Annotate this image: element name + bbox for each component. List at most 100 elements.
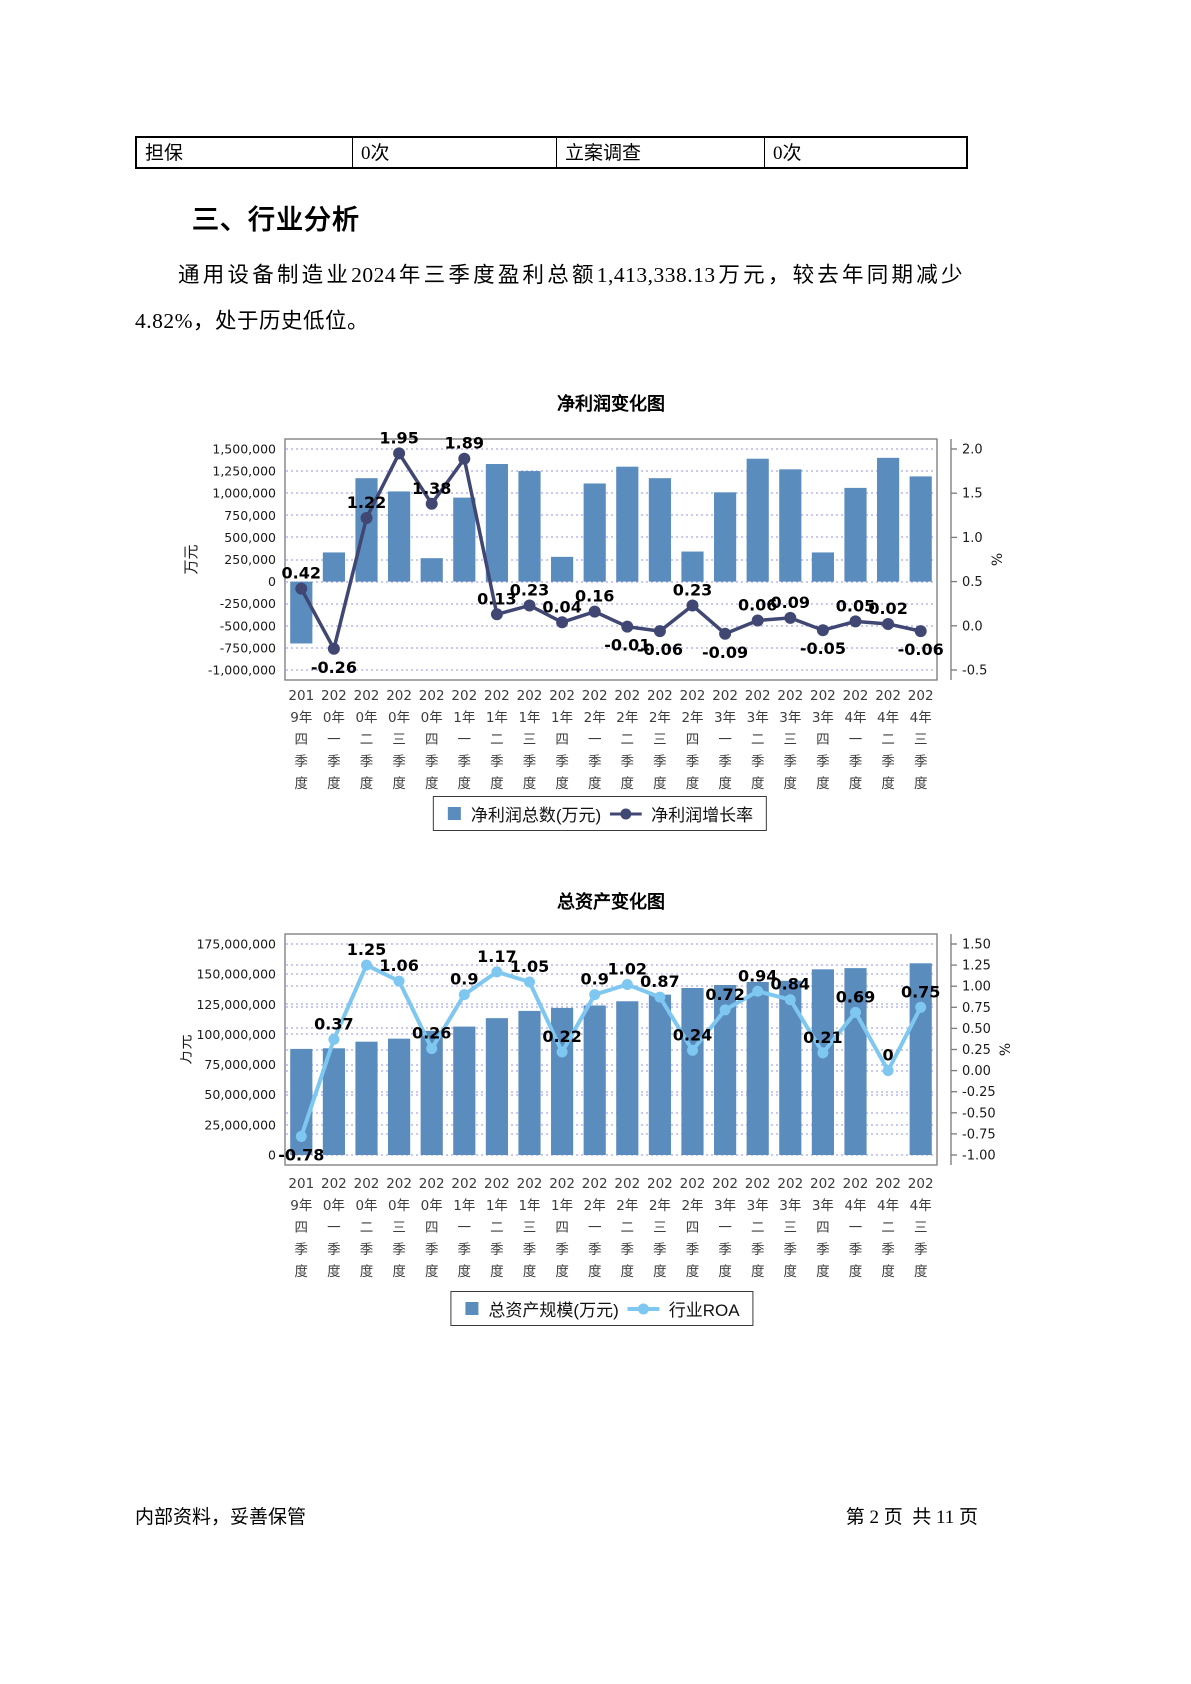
svg-text:3年: 3年 xyxy=(812,1198,834,1214)
svg-text:1年: 1年 xyxy=(453,1198,475,1214)
svg-text:4年: 4年 xyxy=(877,710,899,726)
svg-text:四: 四 xyxy=(555,732,569,748)
svg-text:1.95: 1.95 xyxy=(379,428,418,447)
total-assets-chart-legend: 总资产规模(万元) 行业ROA xyxy=(450,1291,754,1326)
svg-text:0.04: 0.04 xyxy=(542,597,581,616)
svg-text:三: 三 xyxy=(914,1220,928,1236)
svg-text:季: 季 xyxy=(327,1242,341,1258)
svg-text:0.16: 0.16 xyxy=(575,587,614,606)
svg-text:二: 二 xyxy=(490,732,504,748)
svg-text:0.00: 0.00 xyxy=(962,1064,991,1079)
svg-text:3年: 3年 xyxy=(747,1198,769,1214)
svg-text:202: 202 xyxy=(680,1176,706,1192)
svg-text:0.13: 0.13 xyxy=(477,589,516,608)
svg-text:三: 三 xyxy=(784,732,798,748)
body-paragraph: 通用设备制造业2024年三季度盈利总额1,413,338.13万元，较去年同期减… xyxy=(135,263,963,333)
svg-text:四: 四 xyxy=(816,1220,830,1236)
svg-text:度: 度 xyxy=(621,776,635,792)
svg-text:度: 度 xyxy=(653,1264,667,1280)
svg-text:1年: 1年 xyxy=(453,710,475,726)
svg-text:%: % xyxy=(998,1043,1014,1056)
svg-text:0.26: 0.26 xyxy=(412,1024,451,1043)
svg-text:0: 0 xyxy=(883,1046,894,1065)
svg-text:3年: 3年 xyxy=(747,710,769,726)
svg-text:一: 一 xyxy=(327,1220,341,1236)
svg-text:9年: 9年 xyxy=(290,1198,312,1214)
svg-text:150,000,000: 150,000,000 xyxy=(196,967,276,982)
svg-text:202: 202 xyxy=(419,1176,445,1192)
svg-text:一: 一 xyxy=(458,732,472,748)
svg-text:季: 季 xyxy=(588,1242,602,1258)
svg-text:1年: 1年 xyxy=(551,1198,573,1214)
svg-text:度: 度 xyxy=(392,1264,406,1280)
svg-text:202: 202 xyxy=(712,1176,738,1192)
svg-text:3年: 3年 xyxy=(714,710,736,726)
svg-text:4年: 4年 xyxy=(910,1198,932,1214)
svg-text:四: 四 xyxy=(295,1220,309,1236)
svg-text:三: 三 xyxy=(523,1220,537,1236)
svg-text:202: 202 xyxy=(908,1176,934,1192)
svg-text:201: 201 xyxy=(288,1176,314,1192)
svg-text:1年: 1年 xyxy=(518,710,540,726)
svg-text:度: 度 xyxy=(718,1264,732,1280)
svg-text:季: 季 xyxy=(653,754,667,770)
svg-text:二: 二 xyxy=(360,732,374,748)
svg-text:度: 度 xyxy=(686,1264,700,1280)
svg-text:度: 度 xyxy=(686,776,700,792)
svg-text:季: 季 xyxy=(295,1242,309,1258)
svg-text:0.02: 0.02 xyxy=(868,599,907,618)
svg-text:季: 季 xyxy=(555,1242,569,1258)
svg-text:度: 度 xyxy=(751,776,765,792)
svg-text:季: 季 xyxy=(458,754,472,770)
svg-text:1.05: 1.05 xyxy=(510,957,549,976)
svg-text:202: 202 xyxy=(354,1176,380,1192)
svg-text:1年: 1年 xyxy=(518,1198,540,1214)
svg-text:0.75: 0.75 xyxy=(962,1001,991,1016)
svg-text:度: 度 xyxy=(914,1264,928,1280)
svg-text:0.94: 0.94 xyxy=(738,966,777,985)
svg-text:度: 度 xyxy=(914,776,928,792)
svg-text:季: 季 xyxy=(621,1242,635,1258)
svg-text:度: 度 xyxy=(360,776,374,792)
svg-text:季: 季 xyxy=(881,1242,895,1258)
svg-text:202: 202 xyxy=(549,688,575,704)
svg-text:三: 三 xyxy=(392,732,406,748)
svg-text:季: 季 xyxy=(849,1242,863,1258)
svg-text:1.50: 1.50 xyxy=(962,938,991,953)
svg-text:0年: 0年 xyxy=(421,710,443,726)
svg-text:0: 0 xyxy=(268,1148,276,1163)
svg-text:万元: 万元 xyxy=(180,1034,194,1064)
svg-text:202: 202 xyxy=(843,688,869,704)
svg-text:2年: 2年 xyxy=(681,1198,703,1214)
svg-text:一: 一 xyxy=(718,1220,732,1236)
svg-text:202: 202 xyxy=(843,1176,869,1192)
svg-text:度: 度 xyxy=(425,1264,439,1280)
svg-text:202: 202 xyxy=(810,1176,836,1192)
svg-text:202: 202 xyxy=(354,688,380,704)
svg-text:0.69: 0.69 xyxy=(836,987,875,1006)
svg-text:1.38: 1.38 xyxy=(412,479,451,498)
svg-text:二: 二 xyxy=(881,732,895,748)
svg-text:0.37: 0.37 xyxy=(314,1014,353,1033)
svg-text:三: 三 xyxy=(784,1220,798,1236)
svg-text:2年: 2年 xyxy=(649,710,671,726)
svg-text:2年: 2年 xyxy=(616,710,638,726)
svg-text:二: 二 xyxy=(751,732,765,748)
total-assets-chart-title: 总资产变化图 xyxy=(557,892,665,912)
svg-text:度: 度 xyxy=(490,1264,504,1280)
svg-text:1.02: 1.02 xyxy=(608,960,647,979)
svg-text:500,000: 500,000 xyxy=(224,530,276,545)
svg-text:202: 202 xyxy=(549,1176,575,1192)
svg-text:季: 季 xyxy=(392,754,406,770)
svg-text:季: 季 xyxy=(881,754,895,770)
svg-text:3年: 3年 xyxy=(779,710,801,726)
svg-text:0.0: 0.0 xyxy=(962,619,983,634)
svg-text:50,000,000: 50,000,000 xyxy=(204,1087,276,1102)
svg-text:三: 三 xyxy=(523,732,537,748)
svg-text:度: 度 xyxy=(458,1264,472,1280)
svg-text:四: 四 xyxy=(555,1220,569,1236)
svg-text:季: 季 xyxy=(686,754,700,770)
line-swatch-icon xyxy=(627,1302,660,1316)
svg-text:季: 季 xyxy=(490,754,504,770)
